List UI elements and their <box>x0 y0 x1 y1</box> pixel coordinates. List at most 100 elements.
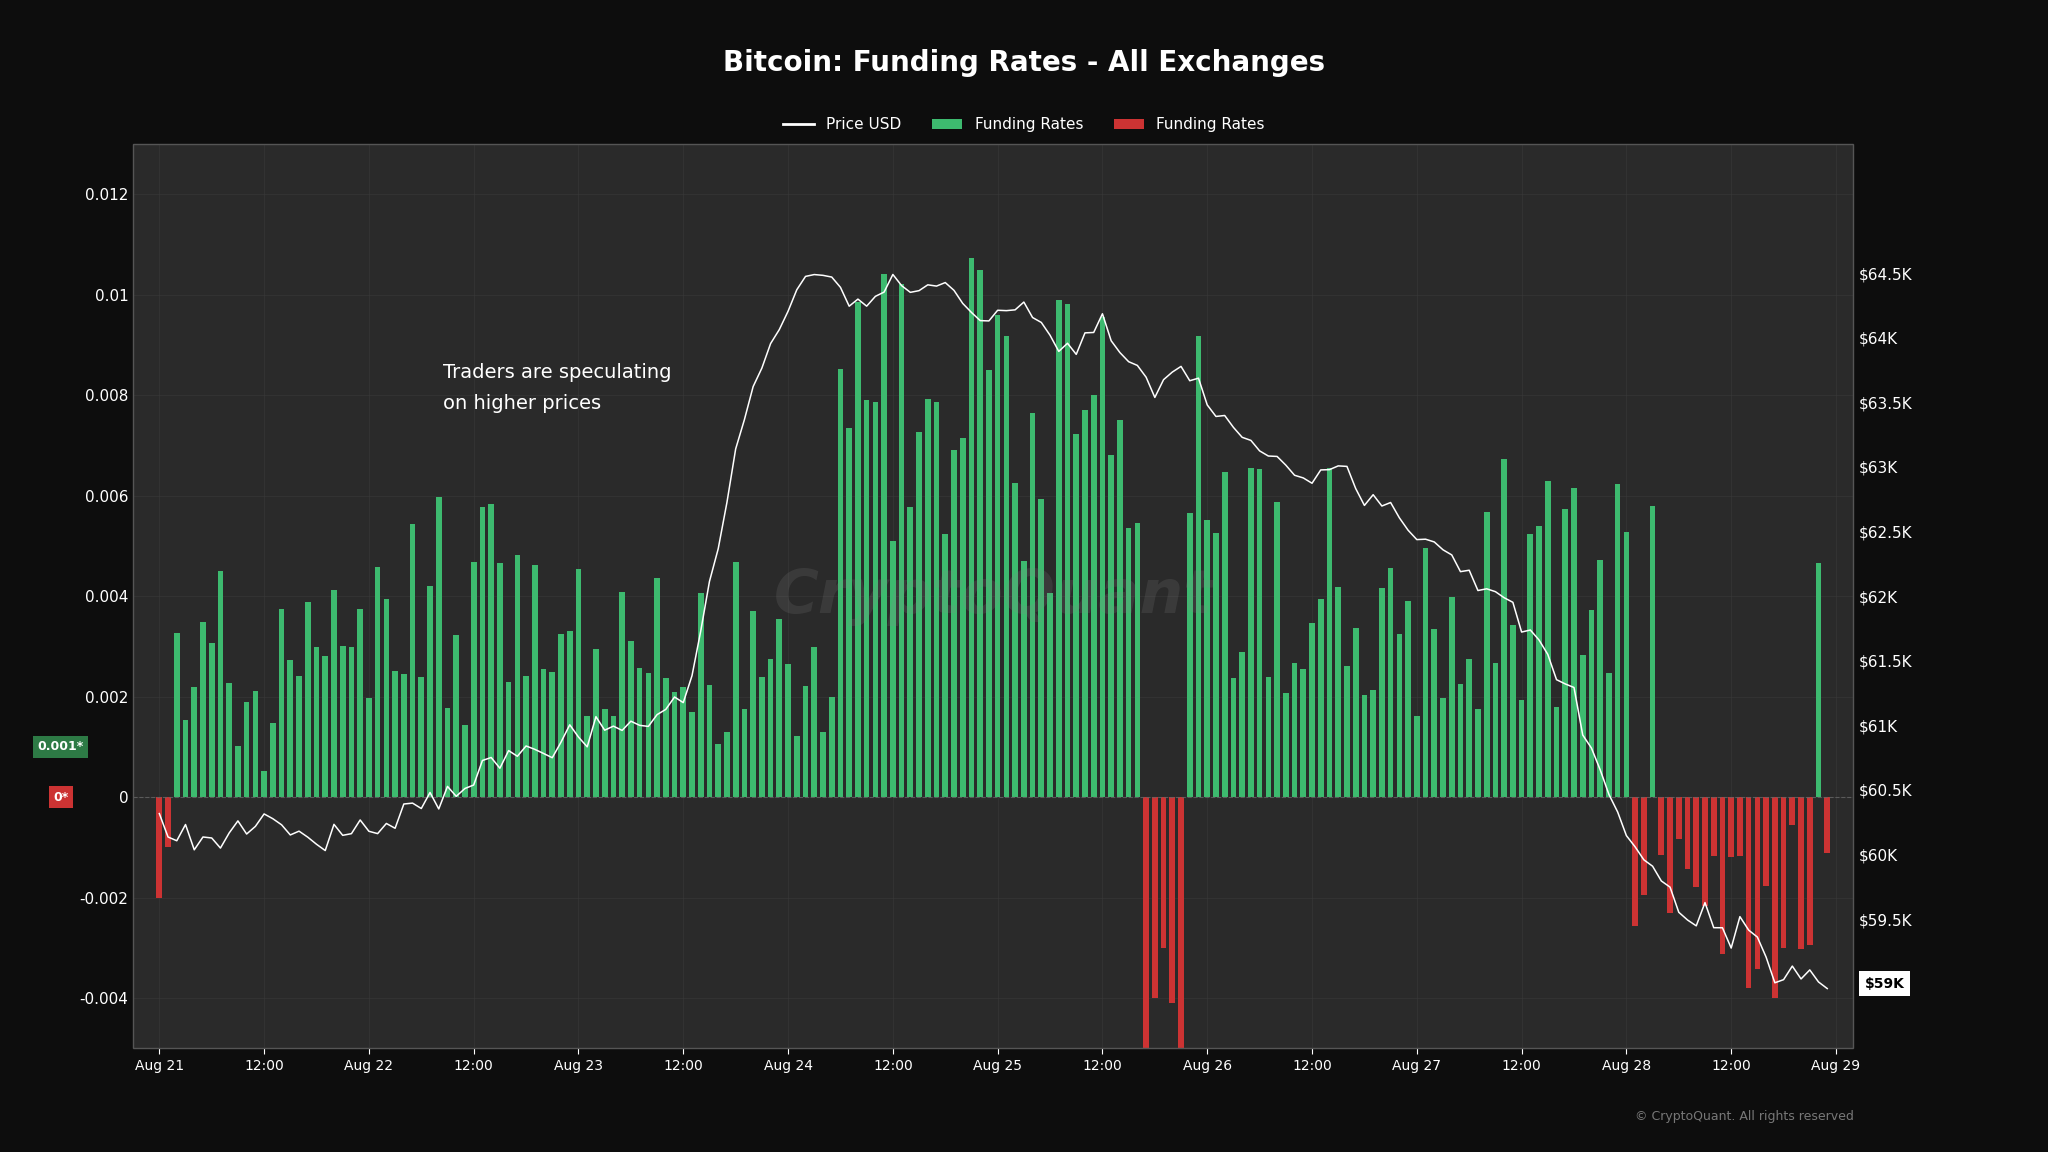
Text: 0.001*: 0.001* <box>37 741 84 753</box>
Bar <box>1135 523 1141 797</box>
Bar <box>356 609 362 797</box>
Bar <box>1659 797 1665 855</box>
Bar <box>453 635 459 797</box>
Bar <box>1405 601 1411 797</box>
Bar <box>698 593 705 797</box>
Bar <box>514 555 520 797</box>
Bar <box>645 673 651 797</box>
Bar <box>463 726 467 797</box>
Bar <box>1300 669 1307 797</box>
Bar <box>444 708 451 797</box>
Bar <box>629 642 633 797</box>
Bar <box>1729 797 1735 857</box>
Bar <box>1319 599 1323 797</box>
Bar <box>1126 528 1130 797</box>
Bar <box>741 708 748 797</box>
Bar <box>575 569 582 797</box>
Bar <box>1116 420 1122 797</box>
Legend: Price USD, Funding Rates, Funding Rates: Price USD, Funding Rates, Funding Rates <box>776 112 1272 138</box>
Bar <box>776 619 782 797</box>
Bar <box>367 698 373 797</box>
Bar <box>1790 797 1796 825</box>
Bar <box>313 646 319 797</box>
Bar <box>1806 797 1812 945</box>
Bar <box>559 634 563 797</box>
Bar <box>1597 560 1604 797</box>
Bar <box>1485 511 1489 797</box>
Bar <box>1343 666 1350 797</box>
Bar <box>961 439 965 797</box>
Text: 0*: 0* <box>53 790 68 804</box>
Bar <box>1196 336 1202 797</box>
Bar <box>410 524 416 797</box>
Bar <box>891 541 895 797</box>
Bar <box>985 370 991 797</box>
Bar <box>506 682 512 797</box>
Bar <box>1108 455 1114 797</box>
Bar <box>1501 458 1507 797</box>
Bar <box>1720 797 1724 954</box>
Bar <box>436 498 442 797</box>
Bar <box>1188 513 1192 797</box>
Bar <box>733 562 739 797</box>
Bar <box>1710 797 1716 856</box>
Bar <box>201 622 205 797</box>
Bar <box>217 571 223 797</box>
Bar <box>750 611 756 797</box>
Bar <box>1536 525 1542 797</box>
Bar <box>664 677 668 797</box>
Bar <box>811 647 817 797</box>
Bar <box>594 650 598 797</box>
Bar <box>487 503 494 797</box>
Bar <box>1686 797 1690 869</box>
Bar <box>1493 662 1499 797</box>
Bar <box>1073 434 1079 797</box>
Bar <box>1571 487 1577 797</box>
Bar <box>864 400 870 797</box>
Bar <box>602 708 608 797</box>
Bar <box>1772 797 1778 998</box>
Bar <box>401 674 408 797</box>
Bar <box>262 771 266 797</box>
Bar <box>915 432 922 797</box>
Bar <box>541 669 547 797</box>
Bar <box>1012 483 1018 797</box>
Bar <box>174 632 180 797</box>
Bar <box>1247 468 1253 797</box>
Bar <box>1755 797 1759 969</box>
Bar <box>803 687 809 797</box>
Bar <box>1458 684 1464 797</box>
Bar <box>1266 677 1272 797</box>
Bar <box>1169 797 1176 1003</box>
Bar <box>1606 673 1612 797</box>
Bar <box>340 646 346 797</box>
Bar <box>1309 623 1315 797</box>
Bar <box>1022 561 1026 797</box>
Bar <box>926 399 930 797</box>
Bar <box>1100 317 1106 797</box>
Bar <box>881 274 887 797</box>
Bar <box>768 659 774 797</box>
Bar <box>567 631 573 797</box>
Bar <box>1292 662 1296 797</box>
Bar <box>1413 715 1419 797</box>
Bar <box>1554 707 1559 797</box>
Bar <box>819 732 825 797</box>
Bar <box>610 717 616 797</box>
Bar <box>287 660 293 797</box>
Text: Traders are speculating
on higher prices: Traders are speculating on higher prices <box>442 363 672 414</box>
Bar <box>1151 797 1157 998</box>
Bar <box>1745 797 1751 988</box>
Bar <box>715 744 721 797</box>
Bar <box>995 314 1001 797</box>
Bar <box>1092 394 1096 797</box>
Bar <box>760 676 764 797</box>
Bar <box>1448 597 1454 797</box>
Bar <box>1466 659 1473 797</box>
Bar <box>1081 410 1087 797</box>
Bar <box>1327 468 1333 797</box>
Bar <box>332 590 336 797</box>
Bar <box>1817 562 1821 797</box>
Bar <box>637 667 643 797</box>
Bar <box>856 302 860 797</box>
